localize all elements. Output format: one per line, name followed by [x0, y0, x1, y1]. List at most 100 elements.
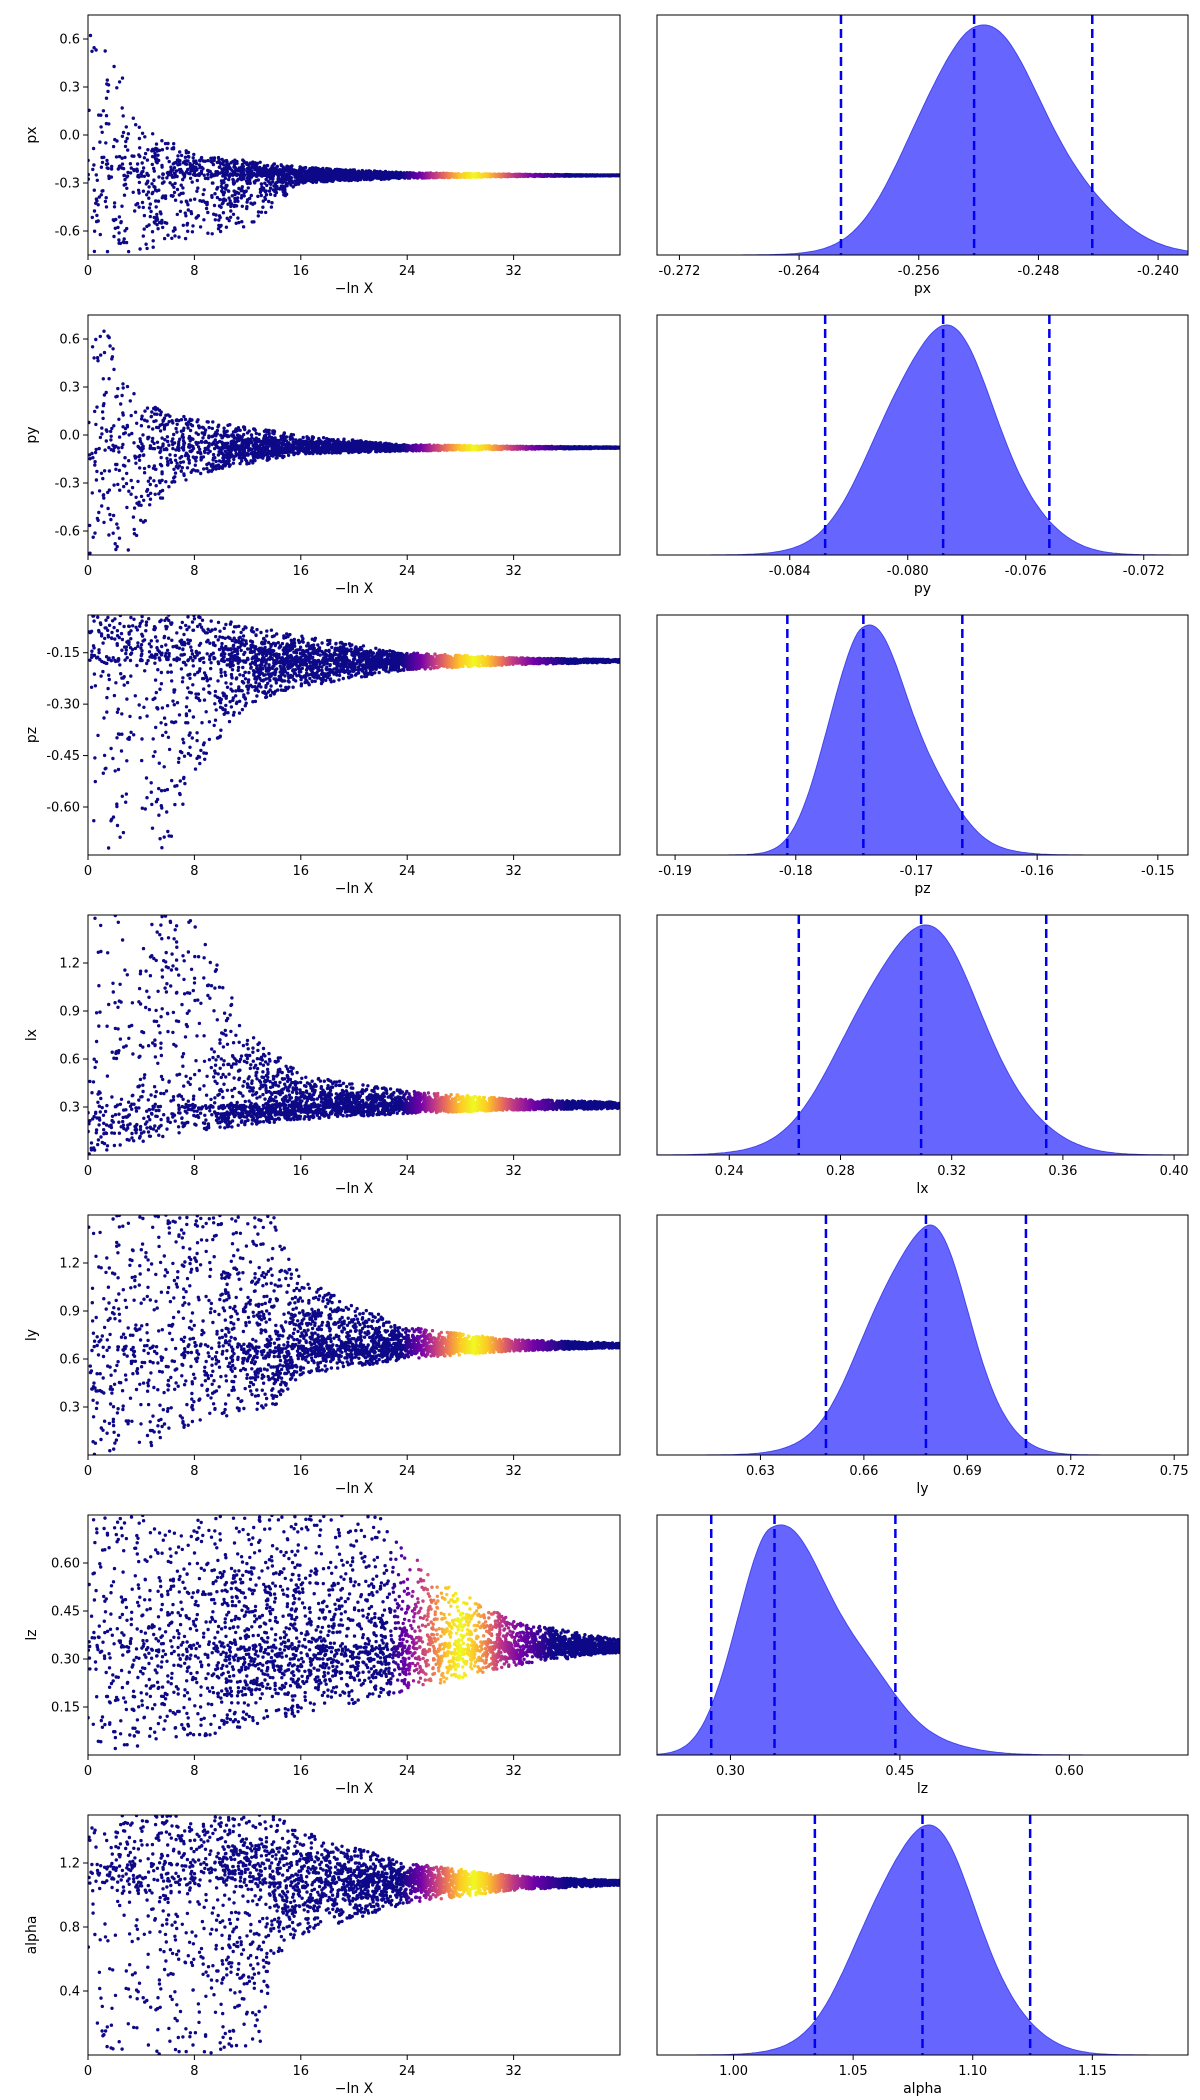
marginal-lx-xtick-label: 0.28 [826, 1164, 855, 1179]
trace-py-ytick-label: -0.6 [55, 525, 80, 540]
trace-alpha-xtick-label: 32 [505, 2064, 522, 2079]
marginal-ly-xtick-label: 0.75 [1160, 1464, 1189, 1479]
marginal-ly-xtick-label: 0.72 [1056, 1464, 1085, 1479]
trace-ly-ytick-label: 1.2 [59, 1257, 80, 1272]
marginal-py-xtick-label: -0.084 [769, 564, 811, 579]
trace-pz-xtick-label: 32 [505, 864, 522, 879]
marginal-pz-xtick-label: -0.16 [1020, 864, 1054, 879]
trace-alpha-xtick-label: 0 [84, 2064, 92, 2079]
trace-panel-pz: 0 8 16 24 32-0.60-0.45-0.30-0.15−ln Xpz [24, 613, 622, 897]
trace-lz-xtick-label: 16 [293, 1764, 310, 1779]
marginal-alpha-xlabel: alpha [903, 2081, 942, 2097]
trace-lz-xtick-label: 32 [505, 1764, 522, 1779]
marginal-px-xtick-label: -0.256 [898, 264, 940, 279]
marginal-density-py [657, 325, 1188, 555]
trace-points-lz [86, 1514, 621, 1751]
trace-scatter-lz [86, 1514, 621, 1751]
marginal-pz-xtick-label: -0.15 [1141, 864, 1175, 879]
trace-px-ytick-label: -0.6 [55, 225, 80, 240]
trace-lz-xtick-label: 0 [84, 1764, 92, 1779]
trace-lx-xtick-label: 0 [84, 1164, 92, 1179]
trace-py-xtick-label: 8 [190, 564, 198, 579]
trace-pz-xlabel: −ln X [335, 881, 374, 897]
trace-ly-xtick-label: 24 [399, 1464, 416, 1479]
marginal-lx-xtick-label: 0.24 [715, 1164, 744, 1179]
marginal-alpha-xtick-label: 1.00 [719, 2064, 748, 2079]
trace-px-xtick-label: 0 [84, 264, 92, 279]
trace-pz-ytick-label: -0.45 [46, 749, 80, 764]
trace-lz-ylabel: lz [24, 1629, 40, 1640]
trace-lz-ytick-label: 0.45 [51, 1605, 80, 1620]
trace-ly-xtick-label: 32 [505, 1464, 522, 1479]
marginal-px-xtick-label: -0.272 [658, 264, 700, 279]
marginal-py-xlabel: py [914, 581, 931, 597]
trace-alpha-xtick-label: 24 [399, 2064, 416, 2079]
trace-px-xtick-label: 24 [399, 264, 416, 279]
marginal-pz-xtick-label: -0.17 [900, 864, 934, 879]
marginal-pz-xtick-label: -0.18 [779, 864, 813, 879]
trace-points-ly [87, 1213, 622, 1456]
trace-points-pz [88, 613, 622, 849]
trace-panel-lz: 0 8 16 24 320.150.300.450.60−ln Xlz [24, 1514, 622, 1797]
trace-lz-ytick-label: 0.30 [51, 1653, 80, 1668]
marginal-px-xlabel: px [914, 281, 931, 297]
trace-lz-xlabel: −ln X [335, 1781, 374, 1797]
marginal-ly-xtick-label: 0.63 [746, 1464, 775, 1479]
trace-ly-ytick-label: 0.6 [59, 1353, 80, 1368]
trace-lx-xtick-label: 16 [293, 1164, 310, 1179]
trace-lx-ytick-label: 0.3 [59, 1101, 80, 1116]
trace-panel-ly: 0 8 16 24 320.30.60.91.2−ln Xly [24, 1213, 622, 1497]
trace-lx-ylabel: lx [24, 1029, 40, 1041]
trace-lz-ytick-label: 0.60 [51, 1557, 80, 1572]
trace-lx-ytick-label: 0.9 [59, 1005, 80, 1020]
trace-ly-ytick-label: 0.3 [59, 1401, 80, 1416]
trace-ly-xtick-label: 16 [293, 1464, 310, 1479]
trace-py-ytick-label: 0.6 [59, 333, 80, 348]
trace-py-ylabel: py [24, 426, 40, 443]
trace-alpha-xtick-label: 8 [190, 2064, 198, 2079]
trace-lx-xtick-label: 32 [505, 1164, 522, 1179]
marginal-lz-xtick-label: 0.60 [1055, 1764, 1084, 1779]
marginal-lz-xtick-label: 0.45 [885, 1764, 914, 1779]
marginal-px-xtick-label: -0.248 [1017, 264, 1059, 279]
trace-pz-xtick-label: 8 [190, 864, 198, 879]
trace-pz-xtick-label: 16 [293, 864, 310, 879]
trace-lx-xlabel: −ln X [335, 1181, 374, 1197]
trace-py-ytick-label: 0.3 [59, 381, 80, 396]
trace-alpha-ytick-label: 0.8 [59, 1921, 80, 1936]
trace-py-xtick-label: 16 [293, 564, 310, 579]
trace-points-alpha [87, 1813, 622, 2055]
trace-ly-xtick-label: 0 [84, 1464, 92, 1479]
marginal-ly-xlabel: ly [916, 1481, 928, 1497]
trace-ly-frame [88, 1215, 620, 1455]
trace-alpha-xlabel: −ln X [335, 2081, 374, 2097]
trace-pz-xtick-label: 0 [84, 864, 92, 879]
trace-ly-xlabel: −ln X [335, 1481, 374, 1497]
trace-points-py [87, 330, 622, 555]
marginal-density-ly [657, 1225, 1188, 1455]
trace-alpha-ytick-label: 1.2 [59, 1857, 80, 1872]
trace-py-ytick-label: -0.3 [55, 477, 80, 492]
marginal-lz-xtick-label: 0.30 [716, 1764, 745, 1779]
trace-alpha-ylabel: alpha [24, 1916, 40, 1955]
trace-pz-ylabel: pz [24, 727, 40, 743]
trace-panel-px: 0 8 16 24 32-0.6-0.30.00.30.6−ln Xpx [24, 15, 622, 297]
trace-px-ytick-label: 0.6 [59, 33, 80, 48]
trace-scatter-lx [86, 914, 621, 1156]
trace-py-frame [88, 315, 620, 555]
trace-lz-xtick-label: 24 [399, 1764, 416, 1779]
marginal-py-xtick-label: -0.080 [887, 564, 929, 579]
trace-pz-ytick-label: -0.15 [46, 646, 80, 661]
marginal-py-xtick-label: -0.076 [1005, 564, 1047, 579]
marginal-lx-xtick-label: 0.40 [1160, 1164, 1189, 1179]
marginal-density-lz [657, 1525, 1188, 1755]
trace-scatter-px [86, 34, 621, 254]
trace-px-ylabel: px [24, 126, 40, 143]
marginal-lx-xtick-label: 0.32 [937, 1164, 966, 1179]
